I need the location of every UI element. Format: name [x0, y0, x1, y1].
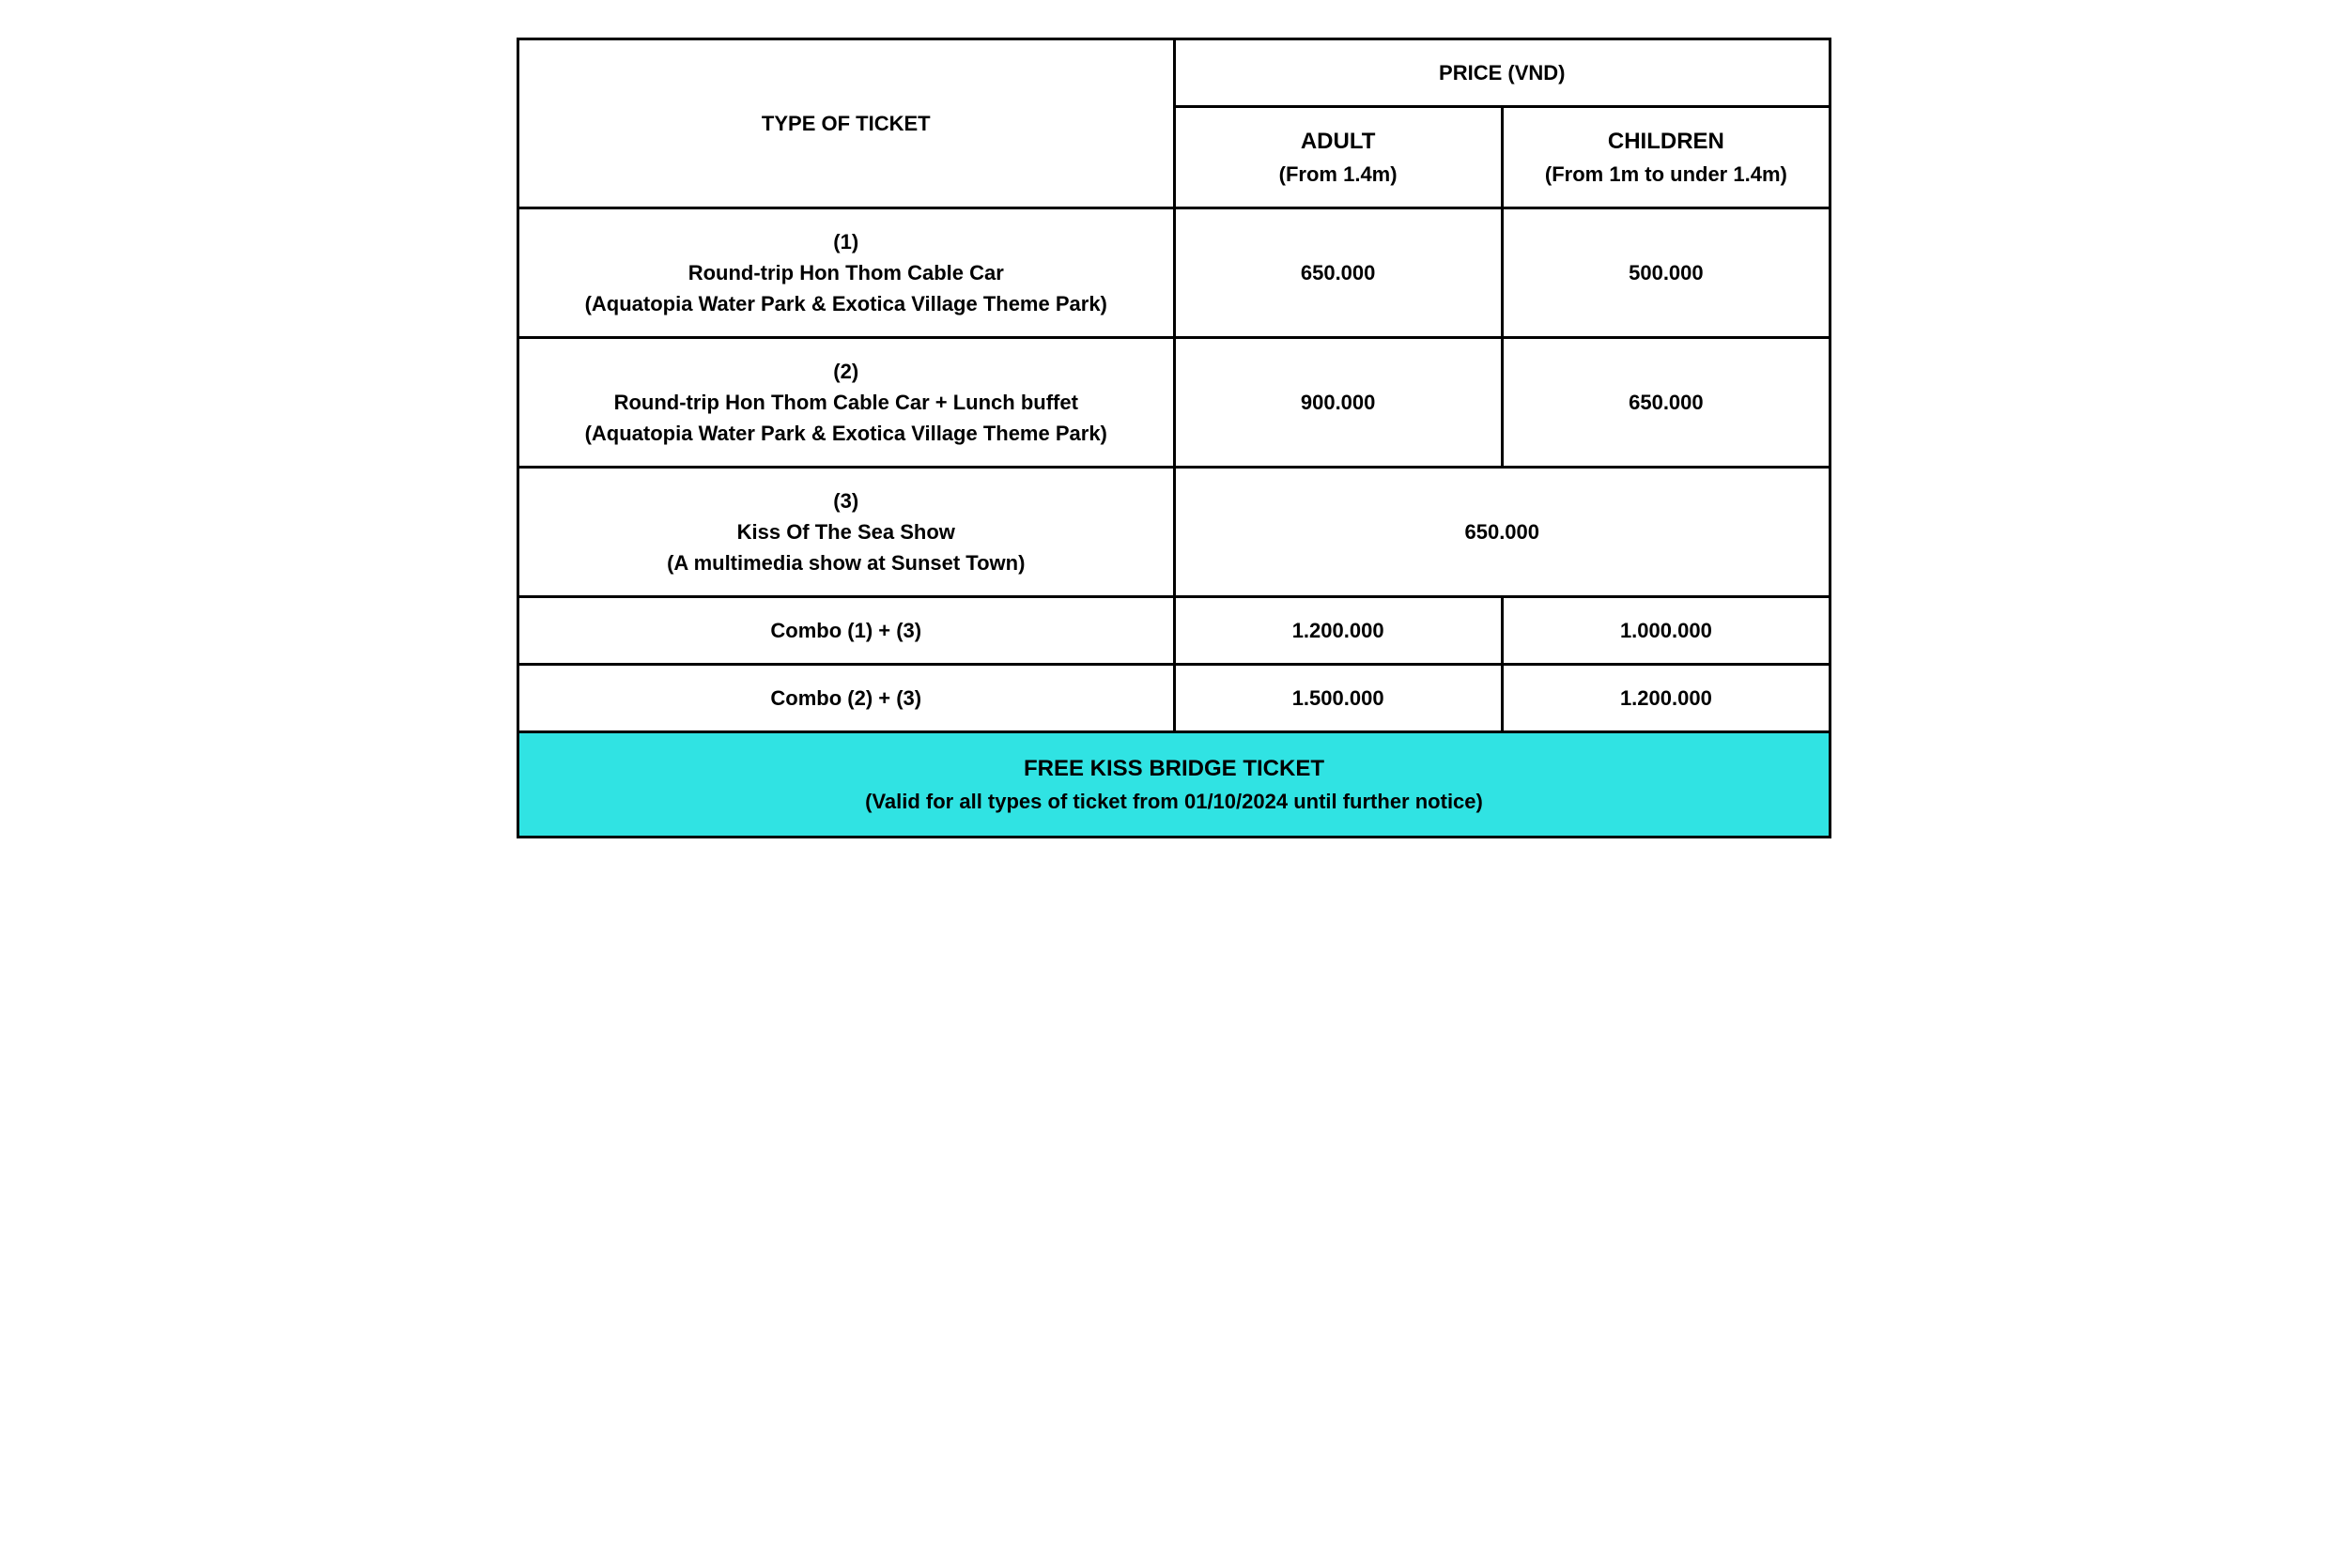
ticket-main-4: Combo (1) + (3): [542, 615, 1151, 646]
ticket-desc-1: (1) Round-trip Hon Thom Cable Car (Aquat…: [518, 208, 1175, 338]
adult-note: (From 1.4m): [1279, 162, 1398, 186]
ticket-main-1: Round-trip Hon Thom Cable Car: [542, 257, 1151, 288]
header-row-1: TYPE OF TICKET PRICE (VND): [518, 39, 1831, 107]
ticket-main-3: Kiss Of The Sea Show: [542, 516, 1151, 547]
ticket-row-1: (1) Round-trip Hon Thom Cable Car (Aquat…: [518, 208, 1831, 338]
children-price-4: 1.000.000: [1502, 597, 1830, 665]
ticket-num-3: (3): [542, 485, 1151, 516]
ticket-num-2: (2): [542, 356, 1151, 387]
adult-price-2: 900.000: [1174, 338, 1502, 468]
ticket-main-5: Combo (2) + (3): [542, 683, 1151, 714]
children-note: (From 1m to under 1.4m): [1545, 162, 1787, 186]
ticket-num-1: (1): [542, 226, 1151, 257]
ticket-main-2: Round-trip Hon Thom Cable Car + Lunch bu…: [542, 387, 1151, 418]
ticket-sub-2: (Aquatopia Water Park & Exotica Village …: [542, 418, 1151, 449]
ticket-sub-1: (Aquatopia Water Park & Exotica Village …: [542, 288, 1151, 319]
ticket-row-3: (3) Kiss Of The Sea Show (A multimedia s…: [518, 468, 1831, 597]
children-price-1: 500.000: [1502, 208, 1830, 338]
ticket-price-table: TYPE OF TICKET PRICE (VND) ADULT (From 1…: [517, 38, 1831, 838]
ticket-sub-3: (A multimedia show at Sunset Town): [542, 547, 1151, 578]
ticket-desc-2: (2) Round-trip Hon Thom Cable Car + Lunc…: [518, 338, 1175, 468]
children-label: CHILDREN: [1608, 129, 1724, 154]
ticket-row-2: (2) Round-trip Hon Thom Cable Car + Lunc…: [518, 338, 1831, 468]
children-price-2: 650.000: [1502, 338, 1830, 468]
ticket-desc-5: Combo (2) + (3): [518, 665, 1175, 732]
adult-price-5: 1.500.000: [1174, 665, 1502, 732]
ticket-desc-4: Combo (1) + (3): [518, 597, 1175, 665]
merged-price-3: 650.000: [1174, 468, 1831, 597]
ticket-row-5: Combo (2) + (3) 1.500.000 1.200.000: [518, 665, 1831, 732]
ticket-row-4: Combo (1) + (3) 1.200.000 1.000.000: [518, 597, 1831, 665]
header-price: PRICE (VND): [1174, 39, 1831, 107]
children-price-5: 1.200.000: [1502, 665, 1830, 732]
footer-note: (Valid for all types of ticket from 01/1…: [865, 790, 1483, 813]
adult-price-4: 1.200.000: [1174, 597, 1502, 665]
adult-label: ADULT: [1301, 129, 1376, 154]
footer-row: FREE KISS BRIDGE TICKET (Valid for all t…: [518, 732, 1831, 838]
header-ticket-type: TYPE OF TICKET: [518, 39, 1175, 208]
footer-title: FREE KISS BRIDGE TICKET: [1024, 756, 1324, 781]
header-children: CHILDREN (From 1m to under 1.4m): [1502, 107, 1830, 208]
ticket-desc-3: (3) Kiss Of The Sea Show (A multimedia s…: [518, 468, 1175, 597]
header-adult: ADULT (From 1.4m): [1174, 107, 1502, 208]
footer-cell: FREE KISS BRIDGE TICKET (Valid for all t…: [518, 732, 1831, 838]
adult-price-1: 650.000: [1174, 208, 1502, 338]
